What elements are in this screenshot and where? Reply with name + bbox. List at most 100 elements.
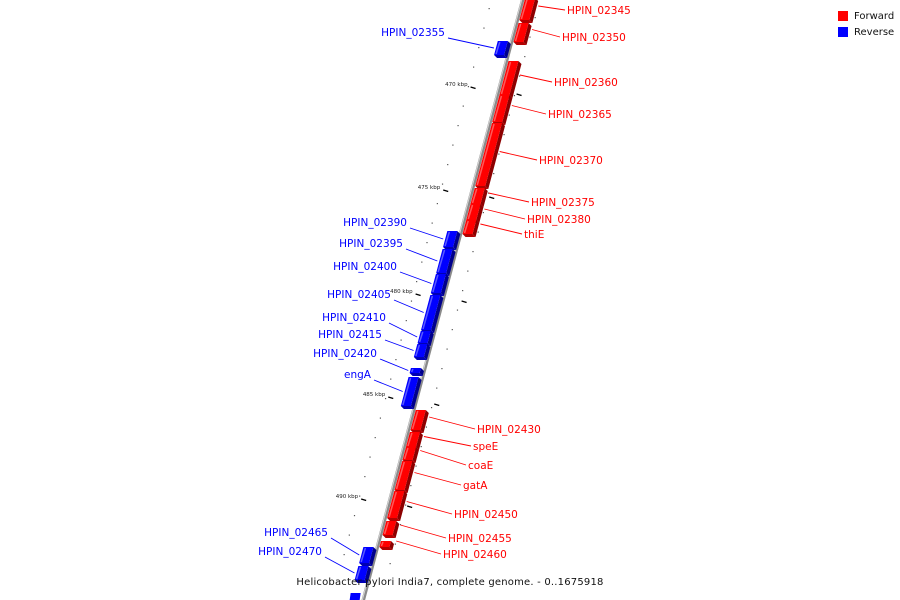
gene-side bbox=[364, 566, 372, 583]
gene-engA: engA bbox=[344, 369, 422, 409]
gene-leader bbox=[379, 358, 409, 371]
gene-bottom bbox=[359, 563, 373, 566]
gene-side bbox=[431, 295, 444, 333]
minor-tick-dot bbox=[410, 485, 412, 487]
gene-highlight bbox=[395, 461, 405, 490]
gene-label: HPIN_02350 bbox=[562, 32, 626, 44]
gene-side bbox=[523, 23, 532, 45]
minor-tick-dot bbox=[457, 125, 459, 127]
gene-highlight bbox=[476, 123, 495, 186]
gene-bottom bbox=[413, 357, 427, 360]
minor-tick-dot bbox=[395, 359, 397, 361]
gene-label: HPIN_02405 bbox=[327, 289, 391, 301]
gene-box bbox=[430, 274, 446, 293]
minor-tick-dot bbox=[436, 387, 438, 389]
gene-label: HPIN_02345 bbox=[567, 5, 631, 17]
minor-tick-dot bbox=[426, 242, 428, 244]
gene-box bbox=[410, 410, 426, 430]
gene-HPIN_02360: HPIN_02360 bbox=[499, 61, 618, 98]
gene-box bbox=[417, 331, 431, 343]
gene-leader bbox=[499, 151, 538, 161]
gene-leader bbox=[414, 472, 462, 486]
gene-label: HPIN_02370 bbox=[539, 155, 603, 167]
gene-HPIN_02350: HPIN_02350 bbox=[513, 23, 626, 45]
gene-highlight bbox=[471, 188, 478, 204]
gene-label: HPIN_02420 bbox=[313, 348, 377, 360]
gene-side bbox=[476, 204, 484, 223]
gene-box bbox=[382, 521, 397, 535]
minor-tick-dot bbox=[399, 524, 402, 526]
gene-bottom bbox=[382, 535, 396, 538]
gene-box bbox=[409, 368, 421, 373]
gene-box bbox=[359, 547, 374, 563]
major-tick bbox=[415, 293, 421, 297]
gene-bottom bbox=[387, 518, 401, 521]
gene-coaE: coaE bbox=[402, 447, 493, 472]
gene-box bbox=[499, 61, 519, 95]
gene-HPIN_02365: HPIN_02365 bbox=[492, 95, 612, 125]
gene-box bbox=[394, 461, 413, 490]
minor-tick-dot bbox=[482, 212, 484, 214]
gene-side bbox=[423, 344, 431, 360]
gene-leader bbox=[373, 379, 403, 392]
gene-label: HPIN_02410 bbox=[322, 312, 386, 324]
gene-side bbox=[392, 521, 400, 538]
gene-side bbox=[415, 432, 423, 450]
gene-highlight bbox=[355, 566, 362, 580]
gene-bottom bbox=[519, 20, 533, 23]
gene-highlight bbox=[444, 231, 451, 247]
gene-label: HPIN_02430 bbox=[477, 424, 541, 436]
gene-HPIN_02355: HPIN_02355 bbox=[381, 27, 511, 58]
gene-side bbox=[420, 410, 429, 433]
minor-tick-dot bbox=[524, 56, 526, 58]
minor-tick-dot bbox=[400, 339, 402, 341]
gene-highlight bbox=[437, 249, 446, 273]
minor-tick-dot bbox=[420, 446, 422, 448]
gene-highlight bbox=[514, 23, 522, 42]
minor-tick-dot bbox=[503, 134, 505, 136]
gene-leader bbox=[480, 223, 523, 235]
gene-box bbox=[519, 0, 535, 20]
gene-speE: speE bbox=[405, 432, 498, 453]
gene-leader bbox=[409, 227, 444, 240]
minor-tick-dot bbox=[430, 407, 433, 409]
gene-side bbox=[397, 491, 408, 521]
gene-side bbox=[472, 220, 480, 237]
gene-label: speE bbox=[473, 441, 498, 453]
gene-leader bbox=[538, 5, 566, 11]
minor-tick-dot bbox=[343, 554, 345, 556]
gene-label: HPIN_02360 bbox=[554, 77, 618, 89]
minor-tick-dot bbox=[421, 261, 423, 263]
minor-tick-dot bbox=[416, 281, 418, 283]
gene-side bbox=[502, 95, 513, 125]
gene-label: HPIN_02375 bbox=[531, 197, 595, 209]
minor-tick-dot bbox=[405, 320, 407, 322]
gene-label: HPIN_02390 bbox=[343, 217, 407, 229]
gene-side bbox=[509, 61, 522, 98]
minor-tick-dot bbox=[467, 270, 469, 272]
gene-label: HPIN_02455 bbox=[448, 533, 512, 545]
minor-tick-dot bbox=[493, 173, 495, 175]
minor-tick-dot bbox=[519, 75, 521, 77]
gene-highlight bbox=[432, 274, 439, 293]
gene-box bbox=[475, 123, 503, 186]
gene-side bbox=[504, 41, 511, 58]
minor-tick-dot bbox=[405, 504, 407, 506]
gene-leader bbox=[396, 540, 442, 555]
legend-reverse-label: Reverse bbox=[854, 26, 895, 38]
gene-side bbox=[419, 368, 424, 376]
gene-highlight bbox=[383, 521, 390, 535]
gene-side bbox=[404, 461, 416, 493]
gene-leader bbox=[405, 248, 438, 262]
tick-label: 470 kbp bbox=[445, 82, 468, 88]
gene-HPIN_02370: HPIN_02370 bbox=[475, 123, 603, 189]
gene-leader bbox=[511, 105, 547, 115]
gene-partial bbox=[349, 593, 361, 600]
gene-HPIN_02460: HPIN_02460 bbox=[379, 540, 507, 561]
gene-bottom bbox=[462, 234, 476, 237]
gene-label: HPIN_02400 bbox=[333, 261, 397, 273]
gene-leader bbox=[324, 556, 355, 574]
gene-highlight bbox=[520, 0, 528, 20]
minor-tick-dot bbox=[441, 183, 444, 185]
legend-forward: Forward bbox=[838, 8, 894, 24]
